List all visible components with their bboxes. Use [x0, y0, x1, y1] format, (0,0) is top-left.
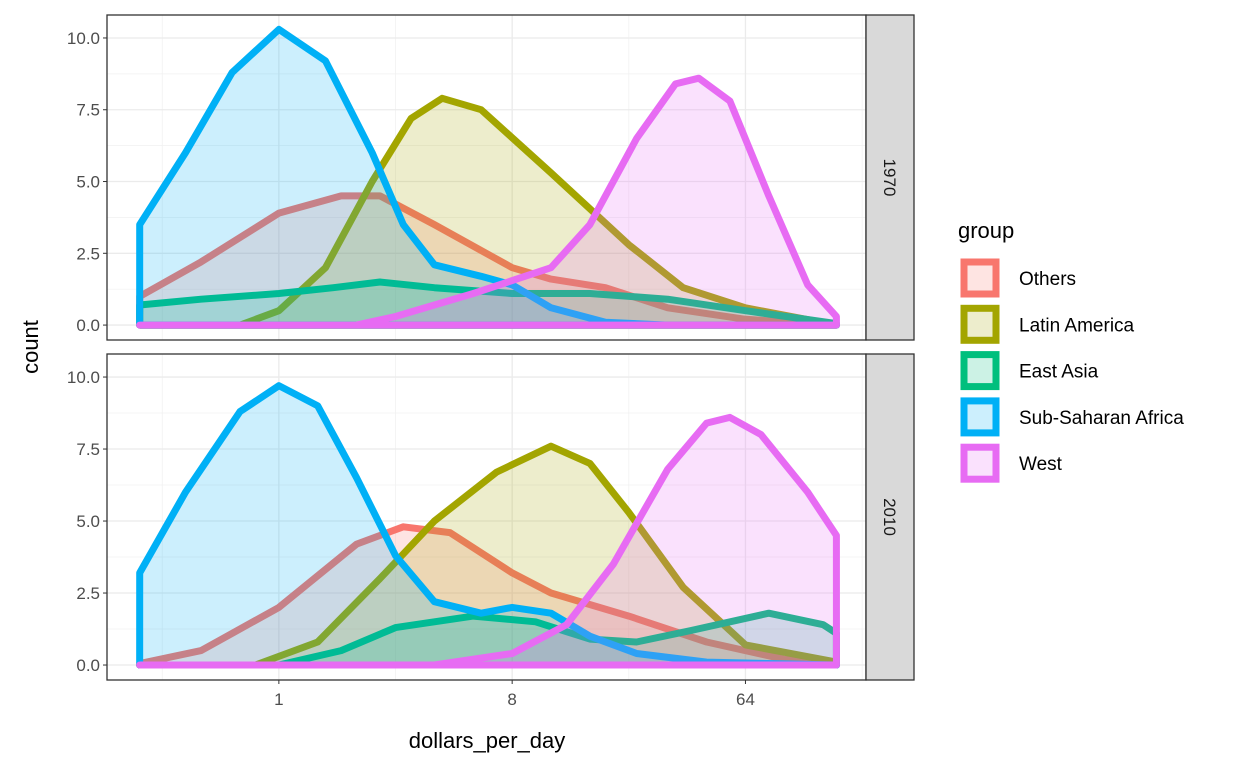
y-tick-label: 7.5: [76, 440, 100, 459]
y-tick-label: 0.0: [76, 656, 100, 675]
y-tick-label: 5.0: [76, 173, 100, 192]
legend-key-east-asia: [960, 351, 1000, 391]
y-tick-label: 2.5: [76, 584, 100, 603]
legend-title: group: [958, 218, 1014, 243]
facet-strip: [865, 353, 915, 681]
legend-label: Sub-Saharan Africa: [1019, 408, 1184, 429]
facet-strip-label: 2010: [880, 498, 899, 536]
legend-key-west: [960, 443, 1000, 483]
density-latin-america: [136, 442, 840, 669]
y-tick-label: 10.0: [67, 29, 100, 48]
y-tick-label: 5.0: [76, 512, 100, 531]
facet-strip: [865, 14, 915, 341]
legend-key-latin-america: [960, 304, 1000, 344]
panel-background: [107, 354, 866, 680]
density-west: [136, 413, 840, 669]
legend-label: West: [1019, 454, 1063, 475]
y-tick-label: 2.5: [76, 244, 100, 263]
facet-strip-label: 1970: [880, 159, 899, 197]
panel-1970: 0.0 2.5 5.0 7.5 10.0 1970: [67, 14, 915, 341]
y-tick-label: 0.0: [76, 316, 100, 335]
y-tick-label: 10.0: [67, 368, 100, 387]
y-axis-title: count: [18, 320, 43, 374]
panel-2010: 0.0 2.5 5.0 7.5 10.0 2010: [67, 353, 915, 681]
legend-label: Latin America: [1019, 315, 1135, 336]
legend-label: East Asia: [1019, 362, 1099, 383]
legend-label: Others: [1019, 269, 1076, 290]
x-tick-label: 1: [274, 690, 283, 709]
x-tick-label: 64: [736, 690, 755, 709]
legend-key-sub-saharan-africa: [960, 397, 1000, 437]
x-tick-label: 8: [507, 690, 516, 709]
x-axis-title: dollars_per_day: [409, 728, 566, 753]
legend-key-others: [960, 258, 1000, 298]
density-west: [136, 74, 840, 329]
y-tick-label: 7.5: [76, 101, 100, 120]
